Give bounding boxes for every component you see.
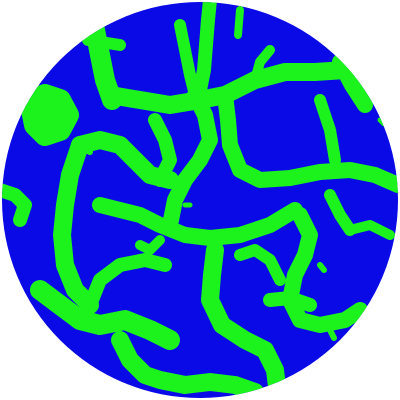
green-band bbox=[234, 6, 244, 39]
green-speck bbox=[327, 327, 337, 341]
green-band bbox=[250, 45, 275, 85]
green-band bbox=[324, 189, 356, 236]
green-band bbox=[53, 136, 99, 314]
green-band bbox=[162, 87, 218, 233]
green-speck bbox=[377, 117, 387, 127]
green-band bbox=[82, 34, 126, 51]
green-band bbox=[2, 183, 32, 227]
green-band bbox=[19, 84, 79, 146]
green-band bbox=[111, 331, 264, 398]
green-band bbox=[193, 2, 217, 97]
green-speck bbox=[82, 147, 93, 155]
green-band bbox=[234, 244, 286, 286]
green-band bbox=[71, 131, 179, 189]
green-band bbox=[332, 54, 373, 113]
green-band bbox=[201, 241, 287, 398]
green-band bbox=[174, 19, 201, 101]
green-band bbox=[314, 94, 341, 166]
green-speck bbox=[317, 262, 327, 273]
green-band bbox=[217, 87, 398, 193]
green-band bbox=[135, 235, 165, 255]
green-band bbox=[92, 197, 303, 246]
green-speck bbox=[57, 372, 68, 381]
green-band bbox=[263, 291, 317, 312]
green-band bbox=[83, 253, 172, 312]
green-band bbox=[345, 220, 395, 240]
green-band bbox=[148, 113, 177, 187]
green-band bbox=[30, 280, 180, 350]
